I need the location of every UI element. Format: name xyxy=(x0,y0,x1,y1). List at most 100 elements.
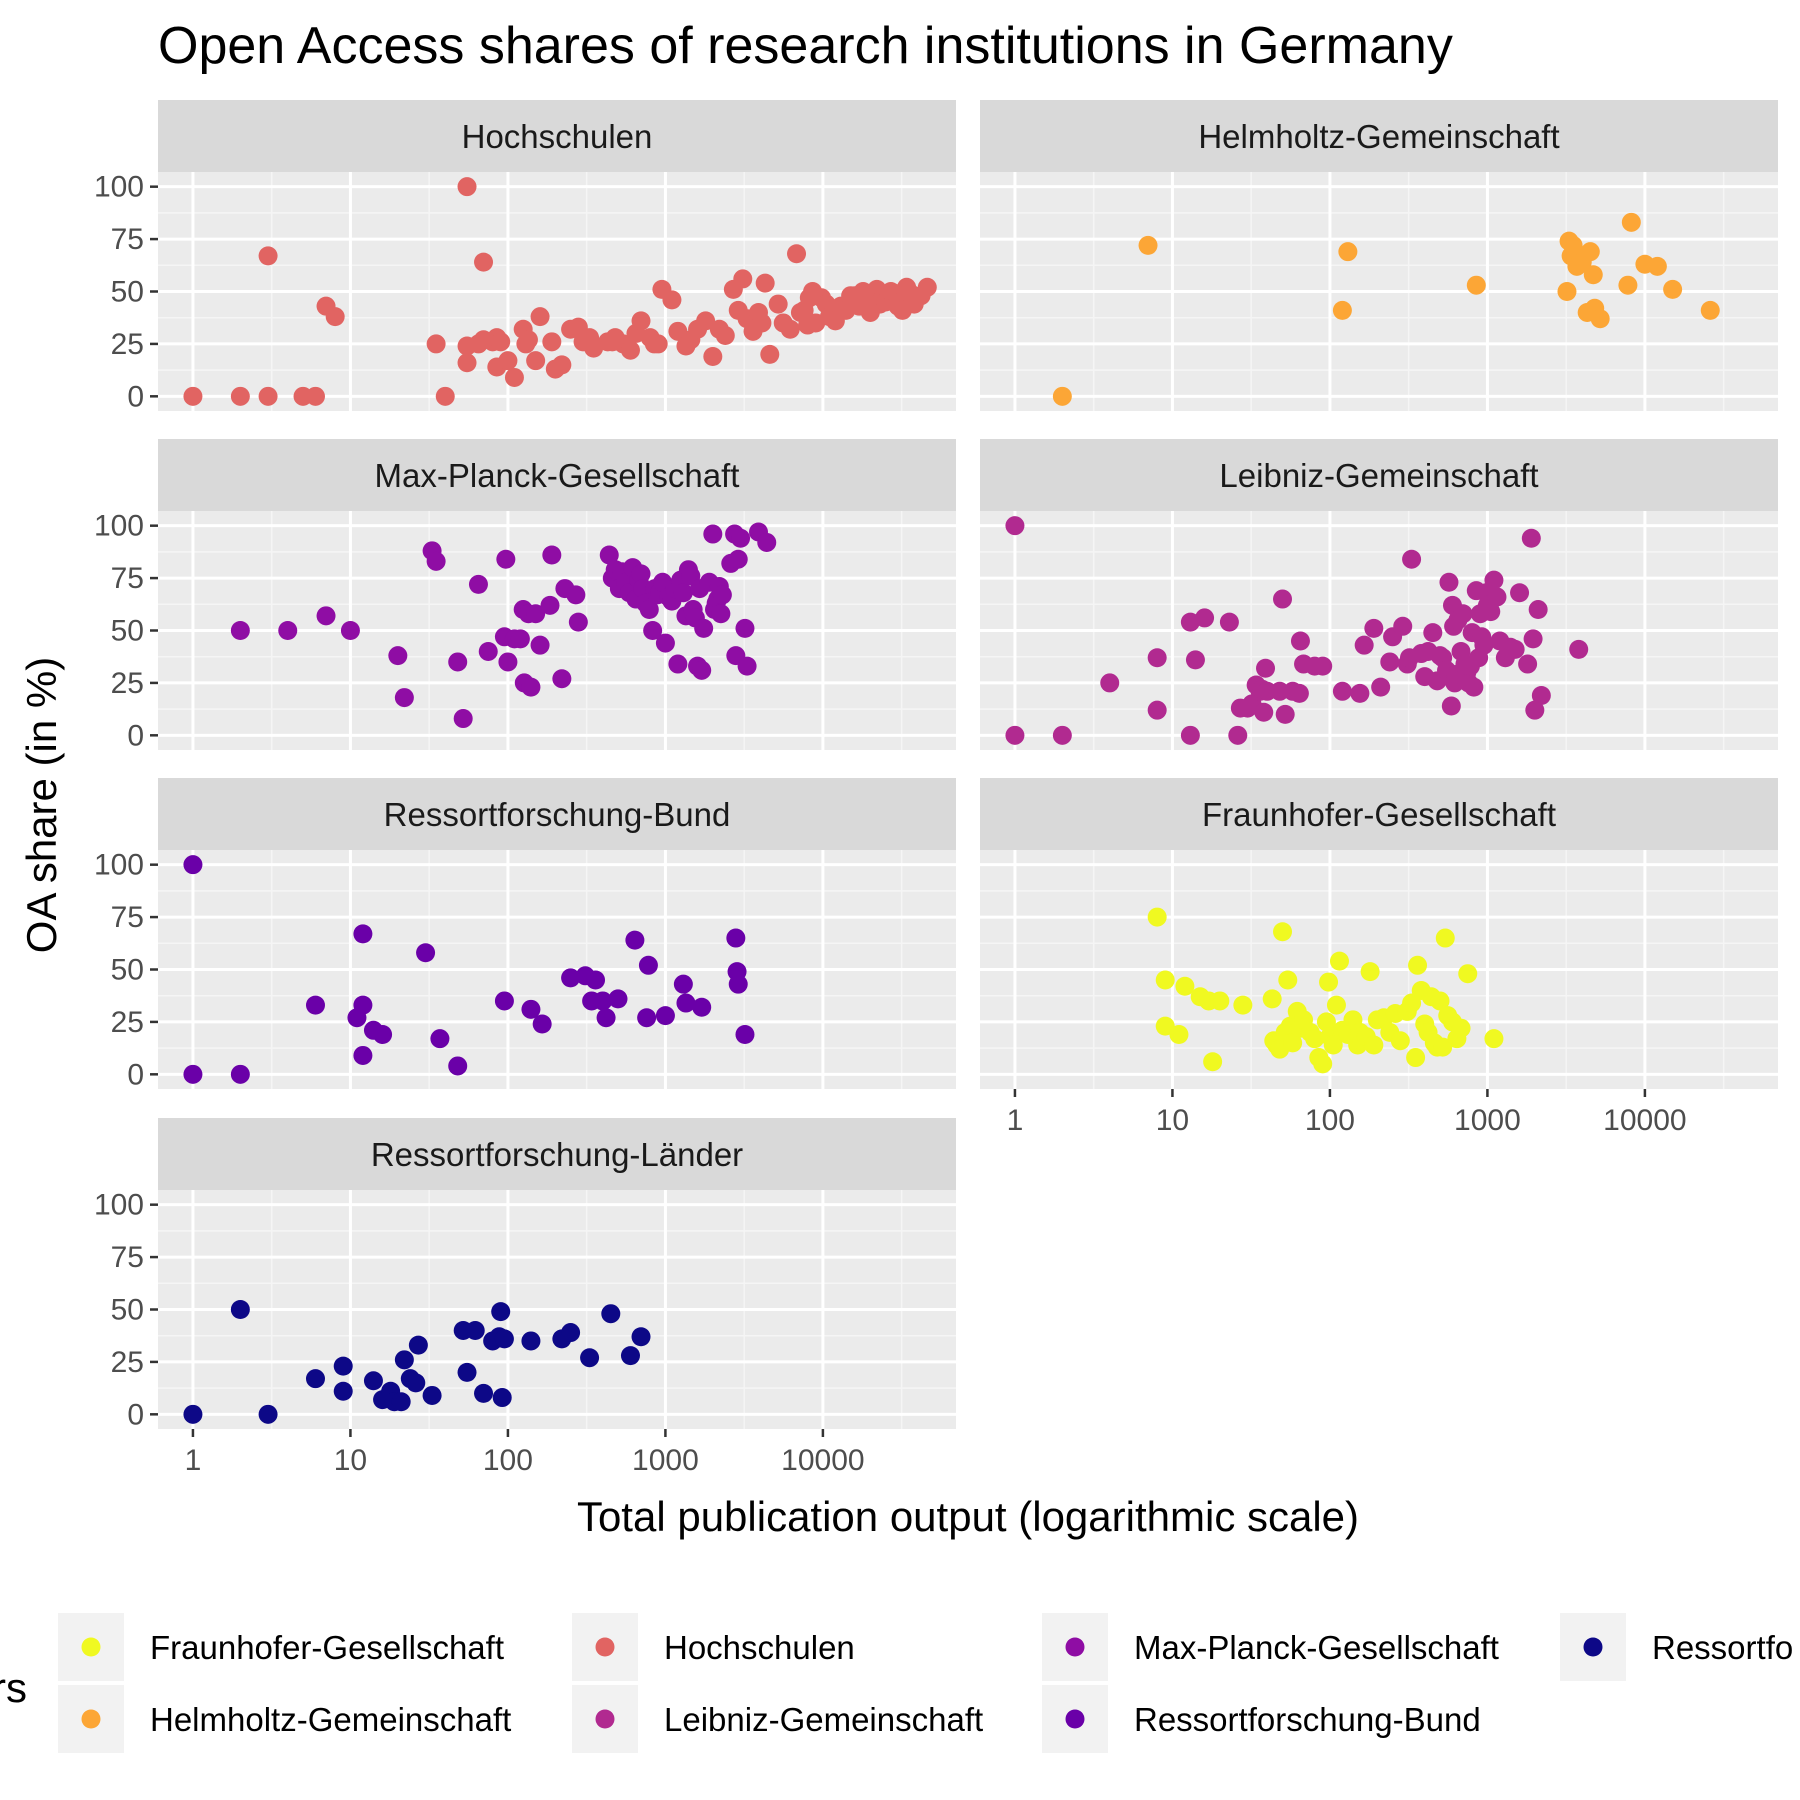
data-point xyxy=(1219,612,1239,632)
y-tick-label: 0 xyxy=(127,380,144,413)
data-point xyxy=(694,618,714,638)
data-point xyxy=(601,1304,621,1324)
strip-fraunhofer-gesellschaft xyxy=(980,778,1778,850)
points-ressortforschung-bund xyxy=(183,855,755,1084)
data-point xyxy=(561,968,581,988)
y-axis-title: OA share (in %) xyxy=(18,657,65,953)
data-point xyxy=(491,332,511,352)
legend: Fraunhofer-Gesellschaft Helmholtz-Gemeins… xyxy=(58,1613,1793,1753)
strip-label-hochschulen: Hochschulen xyxy=(462,118,653,155)
legend-item-max-planck-gesellschaft: Max-Planck-Gesellschaft xyxy=(1042,1613,1499,1681)
data-point xyxy=(1147,907,1167,927)
data-point xyxy=(1569,639,1589,659)
data-point xyxy=(394,688,414,708)
data-point xyxy=(391,1392,411,1412)
data-point xyxy=(620,1346,640,1366)
data-point xyxy=(1180,725,1200,745)
strip-max-planck-gesellschaft xyxy=(158,439,956,511)
data-point xyxy=(457,177,477,197)
data-point xyxy=(1621,212,1641,232)
data-point xyxy=(643,621,663,640)
data-point xyxy=(639,600,659,620)
data-point xyxy=(1147,648,1167,668)
data-point xyxy=(692,660,712,680)
data-point xyxy=(1525,700,1545,720)
y-tick-label: 25 xyxy=(111,328,144,361)
points-leibniz-gemeinschaft xyxy=(1005,516,1589,745)
y-tick-label: 100 xyxy=(94,510,144,543)
data-point xyxy=(1557,282,1577,301)
data-point xyxy=(692,997,712,1017)
data-point xyxy=(768,294,788,314)
data-point xyxy=(230,1300,250,1319)
data-point xyxy=(1155,1016,1175,1036)
points-max-planck-gesellschaft xyxy=(230,522,777,729)
data-point xyxy=(1474,635,1494,655)
data-point xyxy=(731,528,751,548)
y-tick-label: 50 xyxy=(111,1294,144,1327)
data-point xyxy=(183,1404,203,1424)
data-point xyxy=(703,524,723,544)
data-point xyxy=(1528,600,1548,620)
strip-label-helmholtz-gemeinschaft: Helmholtz-Gemeinschaft xyxy=(1198,118,1559,155)
data-point xyxy=(426,334,446,354)
data-point xyxy=(673,583,693,603)
data-point xyxy=(780,319,800,339)
data-point xyxy=(474,1383,494,1403)
data-point xyxy=(230,621,250,640)
x-tick-label: 100 xyxy=(1305,1104,1355,1137)
data-point xyxy=(631,311,651,331)
x-tick-label: 10 xyxy=(334,1444,367,1477)
data-point xyxy=(715,326,735,346)
y-tick-label: 75 xyxy=(111,223,144,256)
data-point xyxy=(1647,256,1667,276)
data-point xyxy=(1233,995,1253,1015)
data-point xyxy=(510,629,530,649)
data-point xyxy=(1203,1052,1223,1072)
data-point xyxy=(1451,1018,1471,1038)
data-point xyxy=(1283,1033,1303,1053)
legend-swatch xyxy=(81,1709,101,1729)
data-point xyxy=(1338,242,1358,262)
data-point xyxy=(566,585,586,605)
data-point xyxy=(530,635,550,655)
data-point xyxy=(917,277,937,297)
data-point xyxy=(787,244,807,264)
data-point xyxy=(1408,955,1428,975)
data-point xyxy=(1583,265,1603,285)
data-point xyxy=(498,351,518,371)
data-point xyxy=(625,930,645,950)
data-point xyxy=(1700,300,1720,320)
y-tick-label: 0 xyxy=(127,1058,144,1091)
data-point xyxy=(580,1348,600,1368)
data-point xyxy=(325,307,345,327)
data-point xyxy=(662,290,682,310)
data-point xyxy=(416,943,436,963)
data-point xyxy=(388,646,408,666)
legend-item-ressortfo: Ressortfo xyxy=(1560,1613,1793,1681)
data-point xyxy=(608,989,628,1009)
x-tick-label: 1000 xyxy=(632,1444,699,1477)
data-point xyxy=(1453,604,1473,624)
y-tick-label: 25 xyxy=(111,667,144,700)
data-point xyxy=(305,995,325,1015)
data-point xyxy=(530,307,550,327)
data-point xyxy=(540,595,560,615)
data-point xyxy=(278,621,298,640)
x-tick-label: 10 xyxy=(1156,1104,1189,1137)
y-tick-label: 25 xyxy=(111,1346,144,1379)
legend-swatch xyxy=(1065,1637,1085,1657)
x-tick-label: 10000 xyxy=(1603,1104,1686,1137)
points-fraunhofer-gesellschaft xyxy=(1147,907,1504,1074)
legend-item-hochschulen: Hochschulen xyxy=(572,1613,855,1681)
data-point xyxy=(230,386,250,406)
data-point xyxy=(1484,1029,1504,1049)
data-point xyxy=(728,549,748,569)
data-point xyxy=(1531,685,1551,705)
data-point xyxy=(1618,275,1638,295)
y-tick-label: 50 xyxy=(111,615,144,648)
data-point xyxy=(638,955,658,975)
data-point xyxy=(408,1335,428,1355)
data-point xyxy=(755,273,775,293)
data-point xyxy=(760,344,780,364)
